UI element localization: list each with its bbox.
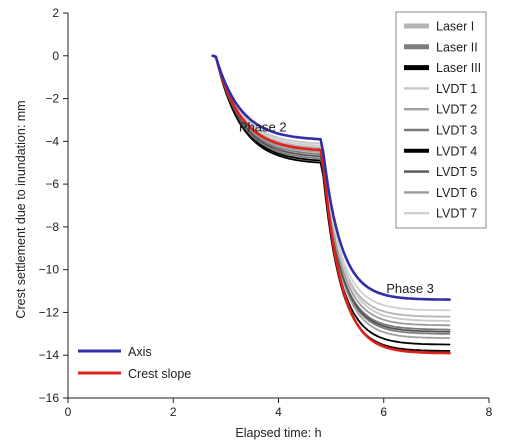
y-tick-label: −4 bbox=[45, 134, 59, 148]
legend-label: Laser III bbox=[436, 61, 481, 75]
legend-label: LVDT 2 bbox=[436, 103, 477, 117]
x-tick-label: 2 bbox=[170, 405, 177, 419]
y-tick-label: −16 bbox=[39, 391, 60, 405]
series-lines bbox=[211, 54, 451, 355]
series-line-crest-slope bbox=[211, 54, 451, 355]
y-tick-label: −2 bbox=[45, 92, 59, 106]
series-line-lvdt-7 bbox=[211, 54, 451, 312]
axes: 0 2 4 6 8 2 0 −2 −4 −6 −8 −10 −12 −14 −16 bbox=[39, 6, 493, 419]
legend-label: Crest slope bbox=[128, 367, 191, 381]
series-line-axis bbox=[211, 54, 451, 301]
legend-label: LVDT 5 bbox=[436, 165, 477, 179]
legend-label: LVDT 4 bbox=[436, 144, 477, 158]
phase-annotation: Phase 3 bbox=[386, 281, 434, 296]
y-tick-label: −8 bbox=[45, 220, 59, 234]
legends: Laser I Laser II Laser III LVDT 1 LVDT 2 LVDT… bbox=[78, 11, 487, 381]
x-tick-label: 4 bbox=[275, 405, 282, 419]
x-tick-label: 0 bbox=[65, 405, 72, 419]
legend-label: Axis bbox=[128, 345, 152, 359]
y-axis-label: Crest settlement due to inundation: mm bbox=[14, 100, 28, 318]
x-axis-label: Elapsed time: h bbox=[235, 426, 321, 440]
y-tick-label: −14 bbox=[39, 348, 60, 362]
legend-label: LVDT 6 bbox=[436, 186, 477, 200]
y-tick-label: −6 bbox=[45, 177, 59, 191]
legend-label: Laser II bbox=[436, 40, 478, 54]
legend-label: LVDT 1 bbox=[436, 82, 477, 96]
phase-annotation: Phase 2 bbox=[239, 120, 287, 135]
annotations: Phase 2 Phase 3 bbox=[239, 120, 434, 296]
y-tick-label: −12 bbox=[39, 305, 60, 319]
legend-label: LVDT 3 bbox=[436, 124, 477, 138]
x-tick-label: 6 bbox=[380, 405, 387, 419]
y-tick-label: −10 bbox=[39, 263, 60, 277]
y-tick-label: 0 bbox=[52, 49, 59, 63]
x-tick-label: 8 bbox=[486, 405, 493, 419]
legend-label: Laser I bbox=[436, 20, 474, 34]
legend-label: LVDT 7 bbox=[436, 207, 477, 221]
y-tick-label: 2 bbox=[52, 6, 59, 20]
